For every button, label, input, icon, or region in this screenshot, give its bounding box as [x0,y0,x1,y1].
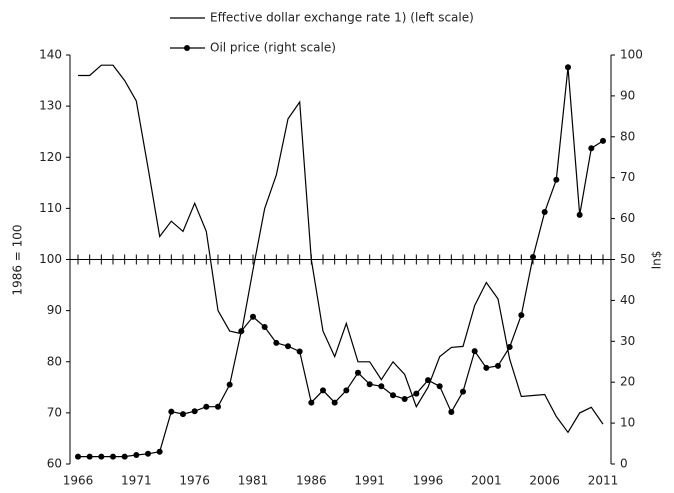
x-tick-label: 1996 [413,474,444,488]
series-marker [296,348,303,355]
legend-label: Oil price (right scale) [210,41,336,55]
series-marker [75,453,81,460]
x-tick-label: 1991 [354,474,385,488]
y2-tick-label: 80 [620,129,635,143]
series-marker [518,312,525,319]
series-marker [261,323,268,330]
x-tick-label: 1966 [63,474,94,488]
y-tick-label: 90 [47,303,62,317]
series-marker [401,395,408,402]
series-marker [238,328,245,335]
series-marker [273,339,280,346]
series-marker [331,399,338,406]
y2-tick-label: 30 [620,334,635,348]
y-tick-label: 110 [39,201,62,215]
y2-tick-label: 20 [620,375,635,389]
y2-tick-label: 0 [620,457,628,471]
series-marker [436,383,443,390]
y-tick-label: 130 [39,99,62,113]
series-marker [565,64,571,71]
y-tick-label: 140 [39,48,62,62]
series-marker [98,453,105,460]
series-marker [343,387,350,394]
series-marker [460,388,466,395]
series-marker [600,137,606,144]
series-marker [250,313,256,320]
legend-marker [184,45,190,51]
y2-tick-label: 100 [620,48,643,62]
series-marker [413,390,420,397]
series-marker [378,383,385,390]
y2-tick-label: 40 [620,293,635,307]
x-tick-label: 1986 [296,474,327,488]
series-marker [285,343,291,350]
series-marker [355,369,361,376]
series-marker [495,362,501,369]
y-tick-label: 70 [47,405,62,419]
y2-tick-label: 70 [620,170,635,184]
series-marker [576,211,583,218]
y-tick-label: 120 [39,150,62,164]
y2-tick-label: 60 [620,211,635,225]
series-marker [226,381,233,388]
x-tick-label: 2001 [471,474,502,488]
series-marker [168,408,175,415]
series-marker [390,392,396,399]
x-tick-label: 2011 [588,474,619,488]
series-marker [191,408,198,415]
series-marker [110,453,116,460]
series-marker [483,364,490,371]
y-axis-label: 1986 = 100 [11,224,25,295]
x-tick-label: 1976 [179,474,210,488]
series-marker [506,344,513,351]
y2-axis-label: In$ [650,251,664,270]
series-line [78,67,604,458]
y-tick-label: 100 [39,252,62,266]
series-marker [366,381,373,388]
series-marker [588,145,595,152]
series-marker [471,348,478,355]
x-tick-label: 1971 [121,474,152,488]
series-marker [541,209,548,216]
series-marker [203,403,210,410]
series-marker [215,403,221,410]
series-marker [448,409,455,416]
series-marker [320,387,326,394]
legend-label: Effective dollar exchange rate 1) (left … [210,11,474,25]
series-marker [145,450,151,457]
series-marker [425,377,431,384]
series-marker [530,254,536,261]
series-line [78,64,604,434]
series-marker [133,452,140,459]
x-tick-label: 1981 [238,474,269,488]
y2-tick-label: 10 [620,416,635,430]
x-tick-label: 2006 [529,474,560,488]
series-marker [121,453,128,460]
series-marker [156,448,163,455]
y2-tick-label: 50 [620,252,635,266]
series-marker [86,453,93,460]
series-marker [308,399,315,406]
series-marker [553,176,560,183]
y-tick-label: 60 [47,457,62,471]
series-marker [180,411,186,418]
y-tick-label: 80 [47,354,62,368]
y2-tick-label: 90 [620,88,635,102]
